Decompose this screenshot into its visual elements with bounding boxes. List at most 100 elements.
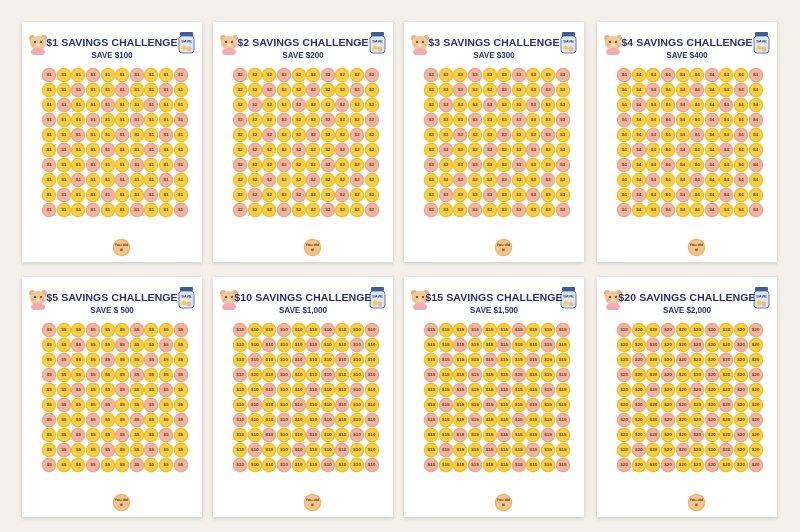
savings-coin[interactable]: $15 [498, 399, 511, 411]
savings-coin[interactable]: $15 [469, 444, 482, 456]
savings-coin[interactable]: $3 [542, 129, 555, 141]
savings-coin[interactable]: $2 [248, 99, 261, 111]
savings-coin[interactable]: $15 [454, 399, 467, 411]
savings-coin[interactable]: $10 [292, 354, 305, 366]
savings-coin[interactable]: $20 [676, 459, 689, 471]
savings-coin[interactable]: $10 [321, 339, 334, 351]
savings-coin[interactable]: $10 [248, 339, 261, 351]
savings-coin[interactable]: $10 [365, 459, 378, 471]
savings-coin[interactable]: $10 [278, 459, 291, 471]
savings-coin[interactable]: $4 [691, 174, 704, 186]
savings-coin[interactable]: $2 [307, 189, 320, 201]
savings-coin[interactable]: $4 [705, 144, 718, 156]
savings-coin[interactable]: $15 [542, 369, 555, 381]
savings-coin[interactable]: $2 [351, 204, 364, 216]
savings-coin[interactable]: $3 [483, 189, 496, 201]
savings-coin[interactable]: $1 [130, 144, 143, 156]
savings-coin[interactable]: $4 [676, 189, 689, 201]
savings-coin[interactable]: $2 [307, 114, 320, 126]
savings-coin[interactable]: $4 [720, 129, 733, 141]
savings-coin[interactable]: $3 [469, 84, 482, 96]
savings-coin[interactable]: $10 [307, 369, 320, 381]
savings-coin[interactable]: $3 [469, 114, 482, 126]
savings-coin[interactable]: $15 [556, 339, 569, 351]
savings-coin[interactable]: $2 [263, 84, 276, 96]
savings-coin[interactable]: $3 [556, 189, 569, 201]
savings-coin[interactable]: $3 [425, 159, 438, 171]
savings-coin[interactable]: $4 [618, 129, 631, 141]
savings-coin[interactable]: $5 [116, 414, 129, 426]
savings-coin[interactable]: $20 [749, 384, 762, 396]
savings-coin[interactable]: $2 [248, 204, 261, 216]
savings-coin[interactable]: $4 [720, 84, 733, 96]
savings-coin[interactable]: $3 [542, 84, 555, 96]
savings-coin[interactable]: $4 [647, 159, 660, 171]
savings-coin[interactable]: $4 [632, 159, 645, 171]
savings-coin[interactable]: $20 [647, 399, 660, 411]
savings-coin[interactable]: $15 [527, 399, 540, 411]
savings-coin[interactable]: $3 [556, 129, 569, 141]
challenge-card[interactable]: SAVE $3 SAVINGS CHALLENGE SAVE $300 $3 $3 $3 $… [404, 22, 584, 262]
savings-coin[interactable]: $5 [101, 354, 114, 366]
savings-coin[interactable]: $20 [632, 399, 645, 411]
savings-coin[interactable]: $20 [691, 369, 704, 381]
savings-coin[interactable]: $1 [130, 114, 143, 126]
savings-coin[interactable]: $1 [72, 174, 85, 186]
savings-coin[interactable]: $1 [116, 99, 129, 111]
savings-coin[interactable]: $1 [130, 69, 143, 81]
savings-coin[interactable]: $4 [705, 129, 718, 141]
savings-coin[interactable]: $1 [72, 69, 85, 81]
savings-coin[interactable]: $20 [720, 459, 733, 471]
savings-coin[interactable]: $5 [130, 444, 143, 456]
savings-coin[interactable]: $4 [662, 84, 675, 96]
savings-coin[interactable]: $20 [618, 384, 631, 396]
savings-coin[interactable]: $3 [439, 159, 452, 171]
savings-coin[interactable]: $1 [160, 69, 173, 81]
savings-coin[interactable]: $15 [469, 339, 482, 351]
savings-coin[interactable]: $20 [749, 339, 762, 351]
savings-coin[interactable]: $2 [351, 159, 364, 171]
savings-coin[interactable]: $1 [43, 189, 56, 201]
savings-coin[interactable]: $15 [454, 339, 467, 351]
savings-coin[interactable]: $20 [647, 414, 660, 426]
challenge-card[interactable]: SAVE $15 SAVINGS CHALLENGE SAVE $1,500 $15 $… [404, 277, 584, 517]
savings-coin[interactable]: $15 [469, 459, 482, 471]
savings-coin[interactable]: $15 [469, 414, 482, 426]
savings-coin[interactable]: $1 [160, 99, 173, 111]
savings-coin[interactable]: $20 [632, 429, 645, 441]
savings-coin[interactable]: $2 [278, 174, 291, 186]
savings-coin[interactable]: $15 [483, 354, 496, 366]
savings-coin[interactable]: $1 [43, 204, 56, 216]
savings-coin[interactable]: $2 [351, 144, 364, 156]
savings-coin[interactable]: $3 [454, 84, 467, 96]
savings-coin[interactable]: $5 [160, 459, 173, 471]
savings-coin[interactable]: $15 [527, 339, 540, 351]
savings-coin[interactable]: $3 [454, 174, 467, 186]
savings-coin[interactable]: $4 [749, 144, 762, 156]
savings-coin[interactable]: $10 [307, 414, 320, 426]
savings-coin[interactable]: $15 [512, 354, 525, 366]
savings-coin[interactable]: $3 [483, 99, 496, 111]
savings-coin[interactable]: $3 [556, 144, 569, 156]
savings-coin[interactable]: $5 [174, 459, 187, 471]
savings-coin[interactable]: $4 [735, 99, 748, 111]
savings-coin[interactable]: $15 [512, 444, 525, 456]
savings-coin[interactable]: $4 [618, 114, 631, 126]
savings-coin[interactable]: $10 [263, 429, 276, 441]
challenge-card[interactable]: SAVE $5 SAVINGS CHALLENGE SAVE $ 500 $5 $5 $5… [22, 277, 202, 517]
savings-coin[interactable]: $3 [498, 129, 511, 141]
savings-coin[interactable]: $10 [263, 414, 276, 426]
savings-coin[interactable]: $5 [72, 444, 85, 456]
savings-coin[interactable]: $5 [72, 384, 85, 396]
savings-coin[interactable]: $5 [72, 339, 85, 351]
savings-coin[interactable]: $1 [72, 114, 85, 126]
savings-coin[interactable]: $2 [278, 129, 291, 141]
savings-coin[interactable]: $4 [662, 189, 675, 201]
savings-coin[interactable]: $10 [336, 414, 349, 426]
savings-coin[interactable]: $10 [365, 444, 378, 456]
savings-coin[interactable]: $20 [647, 429, 660, 441]
savings-coin[interactable]: $15 [425, 429, 438, 441]
savings-coin[interactable]: $15 [454, 414, 467, 426]
savings-coin[interactable]: $5 [43, 399, 56, 411]
savings-coin[interactable]: $2 [278, 84, 291, 96]
